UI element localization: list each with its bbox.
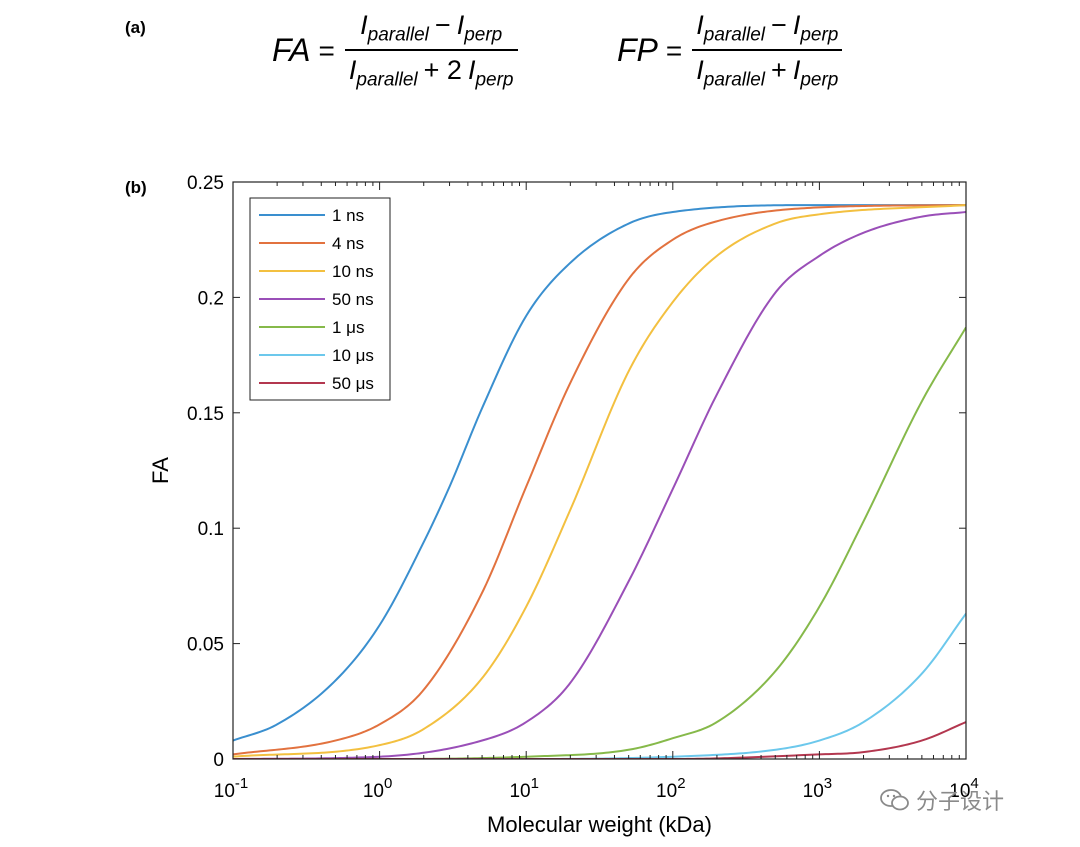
fp-fraction-bar <box>692 49 843 52</box>
fp-formula: FP = Iparallel − Iperp Iparallel + Iperp <box>617 10 843 92</box>
series-line-1 <box>233 204 966 756</box>
watermark: 分子设计 <box>880 784 1004 816</box>
y-tick-label: 0.05 <box>187 635 224 656</box>
plot-frame <box>232 181 967 760</box>
legend-label-4: 1 μs <box>332 318 364 337</box>
panel-label-a: (a) <box>125 18 146 37</box>
fa-denominator: Iparallel + 2 Iperp <box>348 55 514 91</box>
x-tick-label: 100 <box>363 775 392 802</box>
x-tick-label: 10-1 <box>214 775 248 802</box>
x-tick-label: 101 <box>509 775 538 802</box>
y-tick-label: 0.15 <box>187 404 224 425</box>
watermark-text: 分子设计 <box>916 789 1005 814</box>
y-axis-title: FA <box>148 457 173 484</box>
fp-formula-lhs: FP <box>617 32 658 69</box>
series-line-4 <box>233 326 966 759</box>
x-tick-label: 104 <box>949 775 978 802</box>
series-line-2 <box>233 204 966 758</box>
fa-formula-equals: = <box>318 34 335 66</box>
fa-formula: FA = Iparallel − Iperp Iparallel + 2 Iperp <box>272 10 518 92</box>
series-group <box>233 204 966 759</box>
fa-numerator: Iparallel − Iperp <box>360 10 503 46</box>
y-tick-label: 0.1 <box>198 519 224 540</box>
legend: 1 ns 4 ns 10 ns 50 ns 1 μs 10 μs 50 μs <box>249 197 391 401</box>
fa-formula-lhs: FA <box>272 32 311 69</box>
series-line-6 <box>233 721 966 759</box>
series-line-3 <box>233 211 966 759</box>
legend-label-5: 10 μs <box>332 346 374 365</box>
wechat-icon <box>880 789 909 811</box>
fp-numerator: Iparallel − Iperp <box>696 10 839 46</box>
fp-formula-equals: = <box>665 34 683 66</box>
fa-fraction: Iparallel − Iperp Iparallel + 2 Iperp <box>344 10 518 92</box>
y-tick-label: 0.2 <box>198 288 224 309</box>
x-tick-label: 103 <box>803 775 832 802</box>
x-tick-label: 102 <box>656 775 685 802</box>
y-tick-label: 0.25 <box>187 173 224 194</box>
panel-label-b: (b) <box>125 178 147 197</box>
series-line-0 <box>233 204 966 742</box>
y-tick-label: 0 <box>213 750 224 771</box>
legend-label-6: 50 μs <box>332 374 374 393</box>
legend-label-3: 50 ns <box>332 290 374 309</box>
legend-label-0: 1 ns <box>332 206 364 225</box>
fa-fraction-bar <box>344 49 518 52</box>
legend-label-2: 10 ns <box>332 262 374 281</box>
fp-fraction: Iparallel − Iperp Iparallel + Iperp <box>692 10 843 92</box>
x-axis-title: Molecular weight (kDa) <box>487 812 712 837</box>
legend-label-1: 4 ns <box>332 234 364 253</box>
fp-denominator: Iparallel + Iperp <box>696 55 839 91</box>
